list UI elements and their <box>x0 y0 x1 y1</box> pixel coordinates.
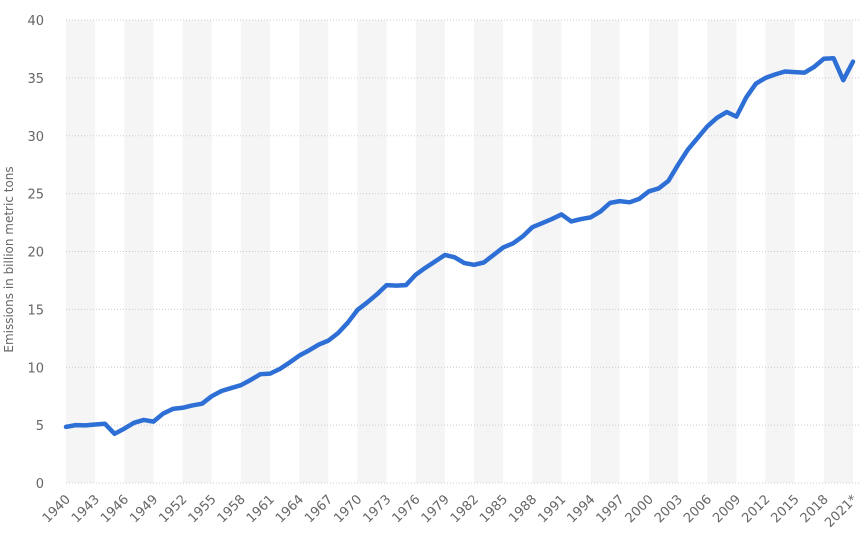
x-tick-label: 1985 <box>477 492 511 526</box>
x-tick-label: 1976 <box>390 492 424 526</box>
x-tick-label: 1958 <box>215 492 249 526</box>
y-tick-label: 5 <box>36 419 44 434</box>
y-tick-label: 25 <box>27 188 44 203</box>
x-tick-label: 1997 <box>594 492 628 526</box>
x-tick-label: 1973 <box>360 492 394 526</box>
y-tick-label: 35 <box>27 72 44 87</box>
x-tick-label: 2003 <box>652 492 686 526</box>
y-tick-label: 15 <box>27 303 44 318</box>
x-tick-label: 2009 <box>710 492 744 526</box>
y-axis-tick-labels: 0 5 10 15 20 25 30 35 40 <box>27 14 44 492</box>
x-tick-label: 1988 <box>506 492 540 526</box>
y-tick-label: 0 <box>36 477 44 492</box>
x-tick-label: 1961 <box>244 492 278 526</box>
x-tick-label: 2012 <box>739 492 773 526</box>
x-tick-label: 2015 <box>769 492 803 526</box>
x-tick-label: 1994 <box>564 492 598 526</box>
x-tick-label: 1967 <box>302 492 336 526</box>
x-tick-label: 1979 <box>419 492 453 526</box>
x-tick-label: 1982 <box>448 492 482 526</box>
column-band <box>707 20 737 483</box>
horizontal-gridlines <box>66 19 859 484</box>
x-tick-label: 1991 <box>535 492 569 526</box>
column-band <box>299 20 329 483</box>
series-line-emissions <box>63 55 856 437</box>
x-tick-label: 1946 <box>98 492 132 526</box>
x-tick-label: 1955 <box>186 492 220 526</box>
x-tick-label: 1940 <box>40 492 74 526</box>
x-tick-label: 1964 <box>273 492 307 526</box>
y-axis-title: Emissions in billion metric tons <box>2 166 16 352</box>
y-tick-label: 20 <box>27 246 44 261</box>
y-tick-label: 30 <box>27 130 44 145</box>
x-tick-label: 2021* <box>822 492 861 531</box>
x-axis-tick-labels: 1940194319461949195219551958196119641967… <box>40 492 861 531</box>
y-tick-label: 10 <box>27 361 44 376</box>
x-tick-label: 2000 <box>623 492 657 526</box>
x-tick-label: 2006 <box>681 492 715 526</box>
y-tick-label: 40 <box>27 14 44 29</box>
x-tick-label: 1949 <box>127 492 161 526</box>
x-tick-label: 1952 <box>156 492 190 526</box>
column-band <box>590 20 620 483</box>
x-tick-label: 1970 <box>331 492 365 526</box>
x-tick-label: 1943 <box>69 492 103 526</box>
